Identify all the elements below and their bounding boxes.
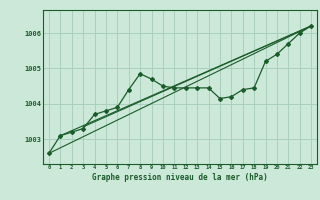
X-axis label: Graphe pression niveau de la mer (hPa): Graphe pression niveau de la mer (hPa) (92, 173, 268, 182)
